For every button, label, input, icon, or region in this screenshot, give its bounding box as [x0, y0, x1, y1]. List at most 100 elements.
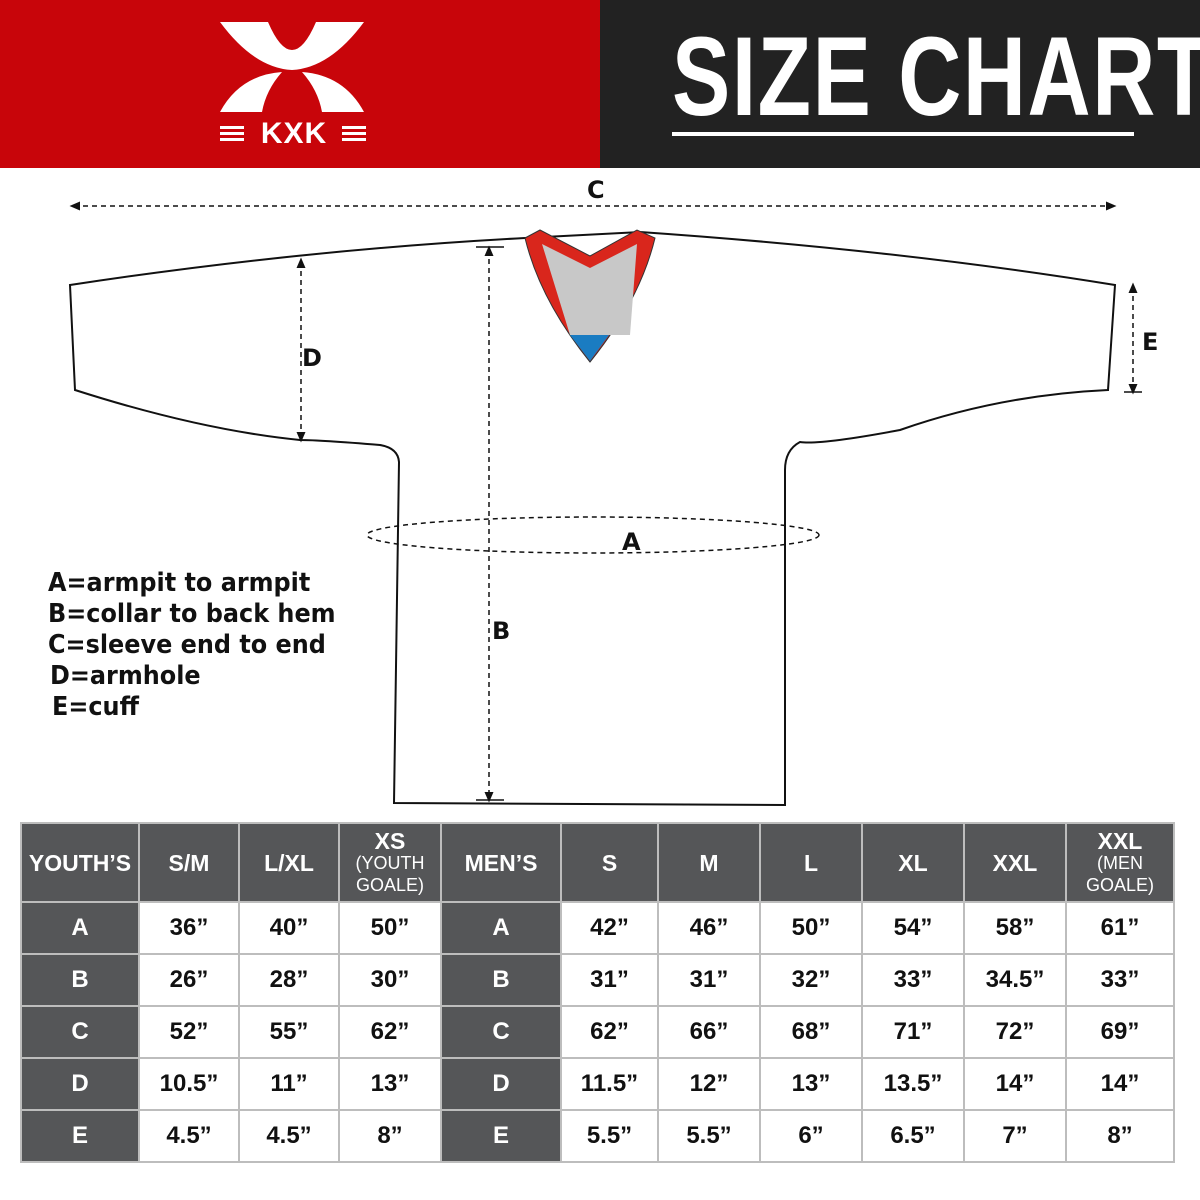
measure-a-ellipse	[366, 516, 820, 554]
value-cell: 12”	[659, 1059, 759, 1109]
cell-text: 11.5”	[580, 1070, 639, 1097]
legend-item: B=collar to back hem	[48, 599, 336, 629]
value-cell: 69”	[1067, 1007, 1173, 1057]
value-cell: 62”	[340, 1007, 440, 1057]
size-header: XS (YOUTH GOALE)	[340, 824, 440, 901]
row-label: B	[442, 955, 560, 1005]
size-table: YOUTH’S S/M L/XL XS (YOUTH GOALE) MEN’S S M L XL X…	[20, 822, 1175, 1163]
value-cell: 14”	[1067, 1059, 1173, 1109]
cell-text: 8”	[1107, 1122, 1133, 1149]
table-row: E 4.5” 4.5” 8” E 5.5” 5.5” 6” 6.5” 7” 8”	[22, 1111, 1173, 1161]
value-cell: 4.5”	[140, 1111, 238, 1161]
cell-text: 54”	[893, 914, 933, 941]
value-cell: 5.5”	[659, 1111, 759, 1161]
cell-text: 13”	[791, 1070, 831, 1097]
cell-text: C	[492, 1018, 510, 1045]
cell-text: D	[492, 1070, 510, 1097]
cell-text: 69”	[1100, 1018, 1140, 1045]
cell-text: 31”	[689, 966, 729, 993]
cell-text: 10.5”	[159, 1070, 219, 1097]
cell-text: 58”	[995, 914, 1035, 941]
cell-text: MEN’S	[464, 849, 538, 876]
row-label: D	[22, 1059, 138, 1109]
cell-text: 30”	[370, 966, 410, 993]
value-cell: 58”	[965, 903, 1065, 953]
cell-text: 5.5”	[586, 1122, 633, 1149]
cell-text: 6.5”	[890, 1122, 936, 1149]
legend-item: A=armpit to armpit	[48, 568, 311, 598]
size-header: L/XL	[240, 824, 338, 901]
value-cell: 31”	[659, 955, 759, 1005]
table-row: A 36” 40” 50” A 42” 46” 50” 54” 58” 61”	[22, 903, 1173, 953]
row-label: E	[22, 1111, 138, 1161]
cell-text: M	[699, 849, 719, 876]
value-cell: 5.5”	[562, 1111, 657, 1161]
cell-text: 55”	[269, 1018, 309, 1045]
cell-text: 31”	[590, 966, 629, 993]
cell-text: 14”	[1100, 1070, 1140, 1097]
cell-text: 5.5”	[686, 1122, 732, 1149]
table-row: B 26” 28” 30” B 31” 31” 32” 33” 34.5” 33”	[22, 955, 1173, 1005]
cell-text: C	[71, 1018, 89, 1045]
legend-item: D=armhole	[50, 661, 201, 691]
cell-text: 46”	[689, 914, 729, 941]
value-cell: 11”	[240, 1059, 338, 1109]
size-header: XXL (MEN GOALE)	[1067, 824, 1173, 901]
cell-subtext: (MEN GOALE)	[1085, 852, 1155, 895]
cell-text: 62”	[370, 1018, 410, 1045]
cell-text: D	[71, 1070, 89, 1097]
youth-header: YOUTH’S	[22, 824, 138, 901]
legend-item: E=cuff	[52, 692, 139, 722]
value-cell: 50”	[340, 903, 440, 953]
cell-text: XL	[898, 849, 928, 876]
value-cell: 14”	[965, 1059, 1065, 1109]
cell-text: 33”	[1100, 966, 1140, 993]
cell-text: 34.5”	[985, 966, 1045, 993]
label-b: B	[492, 617, 511, 645]
value-cell: 13”	[761, 1059, 861, 1109]
value-cell: 34.5”	[965, 955, 1065, 1005]
brand-banner: KXK	[0, 0, 600, 168]
cell-text: XXL	[992, 849, 1038, 876]
cell-text: 50”	[370, 914, 410, 941]
cell-text: 68”	[791, 1018, 831, 1045]
value-cell: 31”	[562, 955, 657, 1005]
value-cell: 42”	[562, 903, 657, 953]
jersey-outline	[68, 230, 1117, 807]
cell-text: 32”	[791, 966, 831, 993]
cell-text: 11”	[270, 1070, 308, 1097]
value-cell: 26”	[140, 955, 238, 1005]
cell-text: E	[71, 1122, 88, 1149]
cell-text: S	[601, 849, 618, 876]
value-cell: 6.5”	[863, 1111, 963, 1161]
cell-subtext: (YOUTH GOALE)	[355, 852, 425, 895]
cell-text: 28”	[269, 966, 309, 993]
value-cell: 50”	[761, 903, 861, 953]
cell-text: 8”	[377, 1122, 403, 1149]
label-a: A	[622, 528, 641, 556]
jersey-diagram	[68, 201, 1142, 807]
cell-text: 62”	[590, 1018, 629, 1045]
collar-tip	[570, 335, 609, 361]
label-c: C	[587, 176, 605, 204]
label-d: D	[302, 344, 322, 372]
value-cell: 33”	[1067, 955, 1173, 1005]
size-header: XXL	[965, 824, 1065, 901]
cell-text: S/M	[168, 849, 210, 876]
cell-text: 61”	[1100, 914, 1140, 941]
value-cell: 13.5”	[863, 1059, 963, 1109]
cell-text: 13”	[370, 1070, 410, 1097]
row-label: B	[22, 955, 138, 1005]
row-label: A	[22, 903, 138, 953]
value-cell: 40”	[240, 903, 338, 953]
brand-name: KXK	[260, 117, 328, 150]
row-label: C	[22, 1007, 138, 1057]
cell-text: L	[803, 849, 819, 876]
value-cell: 66”	[659, 1007, 759, 1057]
cell-text: 14”	[995, 1070, 1035, 1097]
header-row: YOUTH’S S/M L/XL XS (YOUTH GOALE) MEN’S S M L XL X…	[22, 824, 1173, 901]
size-header: S/M	[140, 824, 238, 901]
value-cell: 52”	[140, 1007, 238, 1057]
table-row: C 52” 55” 62” C 62” 66” 68” 71” 72” 69”	[22, 1007, 1173, 1057]
cell-text: XXL	[1097, 827, 1143, 854]
